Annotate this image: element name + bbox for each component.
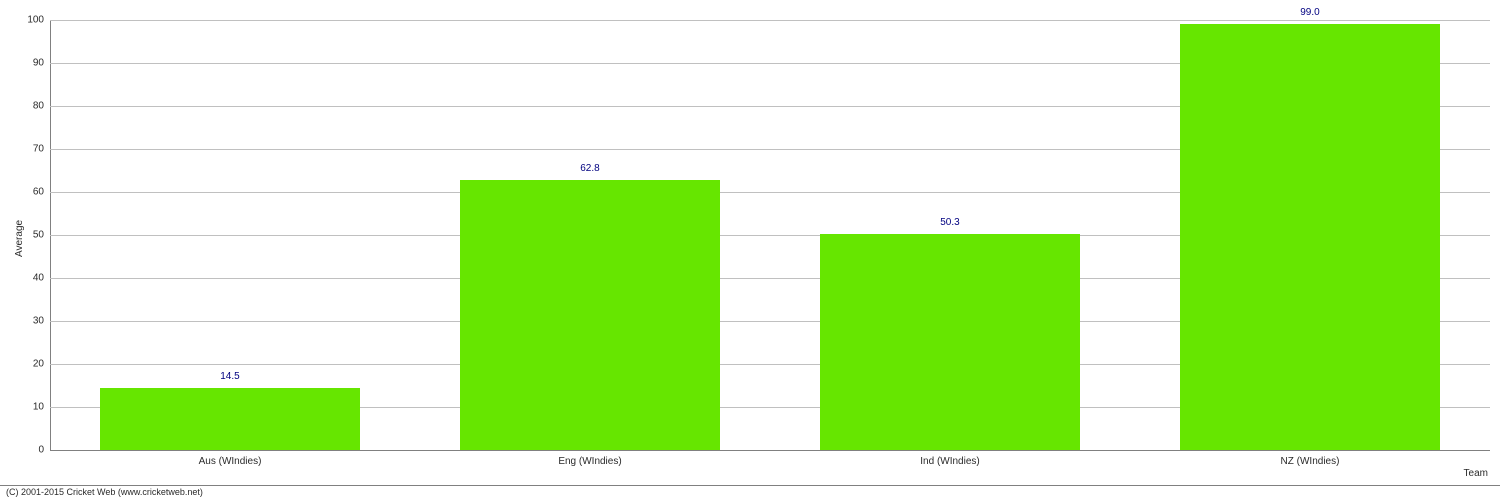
y-tick-label: 30 [33, 316, 50, 327]
bar-value-label: 50.3 [940, 217, 959, 234]
bar: 50.3 [820, 234, 1079, 450]
bar: 14.5 [100, 388, 359, 450]
x-tick-label: Ind (WIndies) [920, 450, 979, 467]
y-tick-label: 0 [38, 445, 50, 456]
y-tick-label: 60 [33, 187, 50, 198]
gridline [50, 20, 1490, 21]
bar: 99.0 [1180, 24, 1439, 450]
plot-area: 010203040506070809010014.5Aus (WIndies)6… [50, 20, 1490, 450]
y-tick-label: 70 [33, 144, 50, 155]
y-tick-label: 50 [33, 230, 50, 241]
x-axis-title: Team [1464, 468, 1488, 479]
footer-divider [0, 485, 1500, 486]
gridline [50, 450, 1490, 451]
y-tick-label: 10 [33, 402, 50, 413]
x-tick-label: Eng (WIndies) [558, 450, 621, 467]
bar-value-label: 99.0 [1300, 7, 1319, 24]
y-tick-label: 90 [33, 58, 50, 69]
bar-value-label: 14.5 [220, 371, 239, 388]
y-tick-label: 100 [27, 15, 50, 26]
bar-value-label: 62.8 [580, 163, 599, 180]
bar: 62.8 [460, 180, 719, 450]
chart-container: 010203040506070809010014.5Aus (WIndies)6… [0, 0, 1500, 500]
y-tick-label: 80 [33, 101, 50, 112]
x-tick-label: Aus (WIndies) [199, 450, 262, 467]
y-tick-label: 40 [33, 273, 50, 284]
x-tick-label: NZ (WIndies) [1281, 450, 1340, 467]
y-axis-title: Average [14, 220, 25, 257]
footer-copyright: (C) 2001-2015 Cricket Web (www.cricketwe… [6, 487, 203, 497]
y-tick-label: 20 [33, 359, 50, 370]
